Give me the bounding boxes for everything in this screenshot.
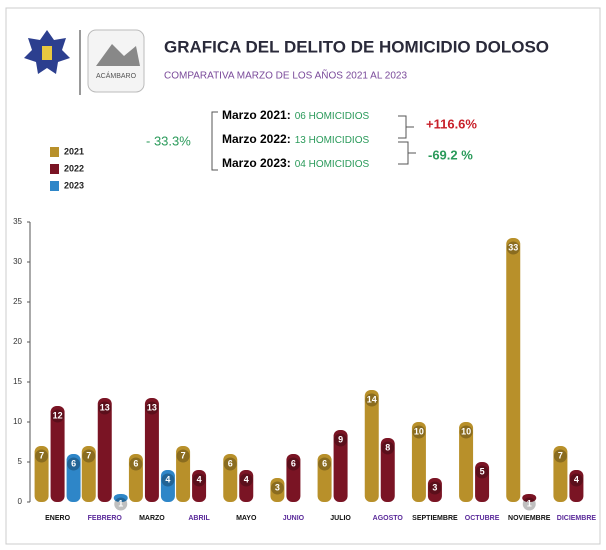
chart-subtitle: COMPARATIVA MARZO DE LOS AÑOS 2021 AL 20…: [164, 69, 407, 82]
x-tick-label: FEBRERO: [88, 515, 123, 522]
x-tick-label: ABRIL: [188, 515, 210, 522]
data-label: 6: [71, 458, 76, 468]
bar: [506, 238, 520, 502]
data-label: 4: [574, 474, 579, 484]
annotation-line: Marzo 2021:06 HOMICIDIOS: [222, 108, 369, 122]
x-tick-label: JULIO: [330, 515, 351, 522]
data-label: 3: [275, 482, 280, 492]
data-label: 4: [165, 474, 170, 484]
x-tick-label: JUNIO: [283, 515, 305, 522]
legend-label: 2023: [64, 180, 84, 190]
data-label: 4: [244, 474, 249, 484]
city-logo: ACÁMBARO: [88, 30, 144, 92]
logo-text: ACÁMBARO: [96, 71, 137, 80]
chart-title: GRAFICA DEL DELITO DE HOMICIDIO DOLOSO: [164, 37, 549, 56]
x-tick-label: MAYO: [236, 515, 257, 522]
data-label: 6: [228, 458, 233, 468]
legend-label: 2021: [64, 146, 84, 156]
change-down: -69.2 %: [428, 147, 473, 162]
data-label: 7: [39, 450, 44, 460]
data-label: 1: [527, 498, 532, 508]
data-label: 4: [197, 474, 202, 484]
y-tick-label: 5: [18, 457, 23, 466]
change-total: - 33.3%: [146, 133, 191, 148]
data-label: 10: [414, 426, 424, 436]
data-label: 12: [53, 410, 63, 420]
annotation-line: Marzo 2023:04 HOMICIDIOS: [222, 156, 369, 170]
data-label: 14: [367, 394, 377, 404]
x-tick-label: NOVIEMBRE: [508, 515, 551, 522]
data-label: 8: [385, 442, 390, 452]
data-label: 7: [181, 450, 186, 460]
data-label: 1: [118, 498, 123, 508]
y-tick-label: 20: [13, 337, 22, 346]
annotation-line: Marzo 2022:13 HOMICIDIOS: [222, 132, 369, 146]
x-tick-label: ENERO: [45, 515, 70, 522]
legend-swatch: [50, 181, 59, 191]
data-label: 33: [508, 242, 518, 252]
data-label: 13: [100, 402, 110, 412]
y-tick-label: 35: [13, 217, 22, 226]
x-tick-label: AGOSTO: [373, 515, 404, 522]
y-tick-label: 30: [13, 257, 22, 266]
y-tick-label: 0: [18, 497, 23, 506]
change-up: +116.6%: [426, 116, 477, 131]
data-label: 7: [86, 450, 91, 460]
legend-swatch: [50, 164, 59, 174]
x-tick-label: MARZO: [139, 515, 165, 522]
y-tick-label: 15: [13, 377, 22, 386]
data-label: 9: [338, 434, 343, 444]
chart: ACÁMBARO GRAFICA DEL DELITO DE HOMICIDIO…: [0, 0, 606, 550]
legend-swatch: [50, 147, 59, 157]
legend-label: 2022: [64, 163, 84, 173]
x-tick-label: SEPTIEMBRE: [412, 515, 458, 522]
data-label: 10: [461, 426, 471, 436]
bar: [365, 390, 379, 502]
data-label: 6: [133, 458, 138, 468]
data-label: 3: [432, 482, 437, 492]
data-label: 6: [322, 458, 327, 468]
x-tick-label: DICIEMBRE: [557, 515, 597, 522]
y-tick-label: 10: [13, 417, 22, 426]
data-label: 7: [558, 450, 563, 460]
y-tick-label: 25: [13, 297, 22, 306]
data-label: 6: [291, 458, 296, 468]
data-label: 5: [480, 466, 485, 476]
x-tick-label: OCTUBRE: [465, 515, 500, 522]
data-label: 13: [147, 402, 157, 412]
